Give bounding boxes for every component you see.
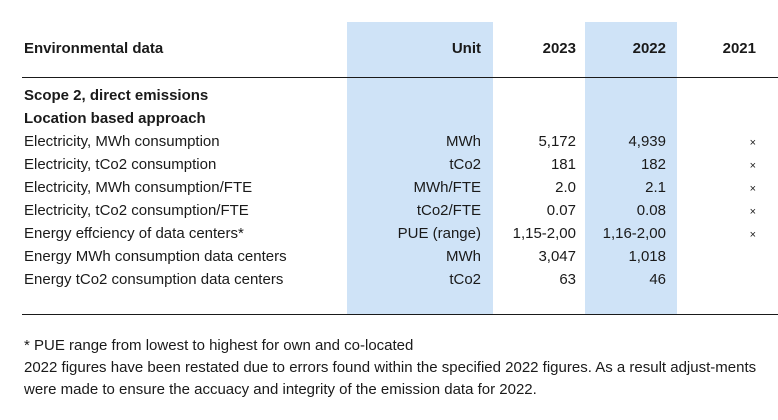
row-label: Energy MWh consumption data centers [24,248,287,265]
subsection-title: Location based approach [24,110,206,127]
header-2023: 2023 [542,40,576,57]
row-2022: 1,018 [628,248,666,265]
row-label: Energy tCo2 consumption data centers [24,271,284,288]
row-2022: 46 [649,271,666,288]
row-2023: 181 [550,156,576,173]
row-2023: 63 [559,271,576,288]
row-label: Electricity, MWh consumption/FTE [24,179,253,196]
row-2021: × [749,160,756,172]
row-2022: 0.08 [636,202,666,219]
row-label: Electricity, MWh consumption [24,133,220,150]
row-2022: 1,16-2,00 [602,225,666,242]
row-2023: 2.0 [555,179,576,196]
row-2023: 0.07 [546,202,576,219]
row-2023: 1,15-2,00 [512,225,576,242]
header-2021: 2021 [722,40,756,57]
row-unit: MWh/FTE [413,179,482,196]
footnote-restated: 2022 figures have been restated due to e… [24,359,757,398]
year-2022-column-highlight [585,22,677,314]
row-label: Electricity, tCo2 consumption [24,156,217,173]
row-2022: 2.1 [645,179,666,196]
row-unit: tCo2 [449,271,481,288]
header-2022: 2022 [632,40,666,57]
table-bottom-divider [22,314,778,315]
row-unit: MWh [446,248,481,265]
header-label: Environmental data [24,40,164,57]
header-divider [22,77,778,78]
row-unit: tCo2/FTE [416,202,481,219]
row-unit: tCo2 [449,156,481,173]
row-unit: PUE (range) [397,225,481,242]
row-2021: × [749,137,756,149]
row-label: Electricity, tCo2 consumption/FTE [24,202,249,219]
row-2023: 5,172 [538,133,576,150]
unit-column-highlight [347,22,493,314]
row-2023: 3,047 [538,248,576,265]
row-2022: 4,939 [628,133,666,150]
footnote-pue: * PUE range from lowest to highest for o… [24,337,414,354]
row-unit: MWh [446,133,481,150]
header-unit: Unit [451,40,481,57]
row-2021: × [749,206,756,218]
row-label: Energy effciency of data centers* [24,225,244,242]
row-2022: 182 [640,156,666,173]
row-2021: × [749,229,756,241]
section-title: Scope 2, direct emissions [24,87,209,104]
row-2021: × [749,183,756,195]
